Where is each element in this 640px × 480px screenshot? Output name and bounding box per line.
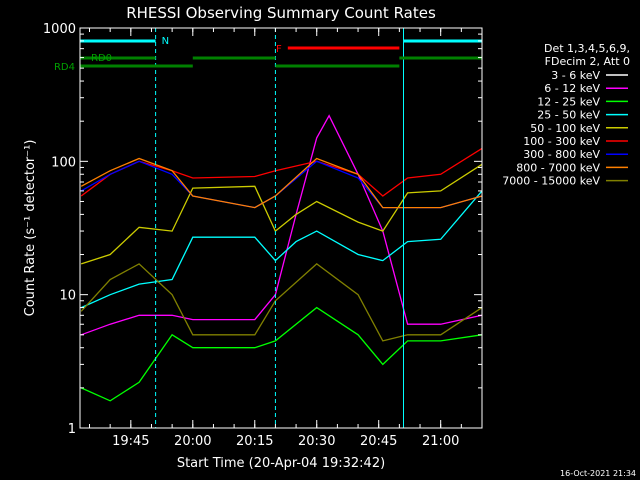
y-tick-label: 10 <box>59 289 76 304</box>
legend-label-3: 25 - 50 keV <box>537 109 600 122</box>
x-tick-label: 20:00 <box>174 434 211 449</box>
series-line-2 <box>80 306 483 402</box>
legend-label-7: 800 - 7000 keV <box>516 161 600 174</box>
y-axis-label: Count Rate (s⁻¹ detector⁻¹) <box>23 140 38 317</box>
legend: Det 1,3,4,5,6,9, FDecim 2, Att 0 3 - 6 k… <box>502 42 630 188</box>
y-tick-label: 1 <box>68 422 76 437</box>
x-tick-label: 21:00 <box>422 434 459 449</box>
legend-label-2: 12 - 25 keV <box>537 95 600 108</box>
legend-header-line1: Det 1,3,4,5,6,9, <box>544 42 630 55</box>
footer-timestamp: 16-Oct-2021 21:34 <box>560 469 636 478</box>
legend-label-1: 6 - 12 keV <box>544 82 600 95</box>
x-tick-label: 19:45 <box>112 434 149 449</box>
chart-title: RHESSI Observing Summary Count Rates <box>126 4 436 22</box>
x-tick-label: 20:15 <box>236 434 273 449</box>
status-label-n: N <box>162 36 169 47</box>
x-tick-label: 20:30 <box>298 434 335 449</box>
status-label-rd0: RD0 <box>91 53 112 64</box>
x-axis-label: Start Time (20-Apr-04 19:32:42) <box>177 456 385 471</box>
legend-label-6: 300 - 800 keV <box>523 148 600 161</box>
status-label-rd4: RD4 <box>54 62 75 73</box>
x-tick-label: 20:45 <box>360 434 397 449</box>
legend-label-8: 7000 - 15000 keV <box>502 175 600 188</box>
legend-label-0: 3 - 6 keV <box>551 69 600 82</box>
y-tick-label: 100 <box>51 155 76 170</box>
plot-frame <box>79 27 483 429</box>
series-line-8 <box>80 263 483 342</box>
status-label-f: F <box>276 44 282 55</box>
y-tick-label: 1000 <box>43 22 76 37</box>
axes: 1 10 100 1000 19:45 20:00 20:15 20:30 20:45 21:00 <box>43 22 483 449</box>
legend-label-5: 100 - 300 keV <box>523 135 600 148</box>
status-bars: N RD0 RD4 F <box>54 36 482 73</box>
legend-label-4: 50 - 100 keV <box>530 122 600 135</box>
legend-header-line2: FDecim 2, Att 0 <box>545 55 630 68</box>
